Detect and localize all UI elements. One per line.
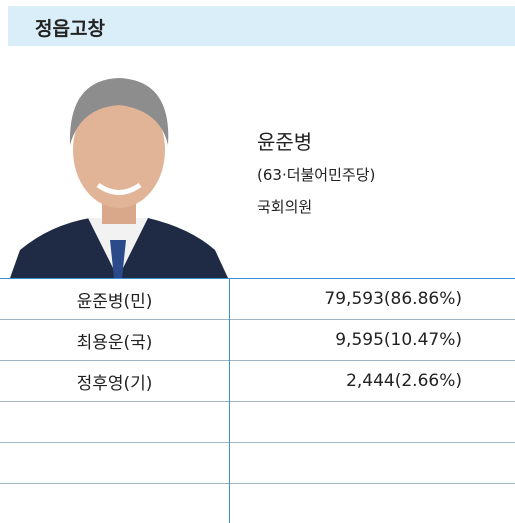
district-title: 정읍고창 [35,14,105,41]
candidate-cell: 최용운(국) [0,320,230,361]
header-bar: 정읍고창 [8,6,515,46]
candidate-cell: 윤준병(민) [0,279,230,320]
empty-cell [0,443,230,484]
candidate-name: 윤준병 [257,126,312,155]
empty-cell [230,484,515,523]
candidate-role: 국회의원 [257,196,312,217]
candidate-cell: 정후영(기) [0,361,230,402]
votes-cell: 79,593(86.86%) [230,279,515,320]
empty-cell [230,402,515,443]
empty-row [0,484,515,523]
empty-cell [0,402,230,443]
table-row: 윤준병(민)79,593(86.86%) [0,279,515,320]
result-card: 정읍고창 윤준병 (63·더불어민주당) 국회의원 윤준병(민)79,593(8… [0,0,515,523]
empty-row [0,443,515,484]
votes-cell: 9,595(10.47%) [230,320,515,361]
empty-cell [230,443,515,484]
empty-row [0,402,515,443]
results-table: 윤준병(민)79,593(86.86%) 최용운(국)9,595(10.47%)… [0,278,515,523]
empty-cell [0,484,230,523]
table-row: 정후영(기)2,444(2.66%) [0,361,515,402]
candidate-detail: (63·더불어민주당) [257,164,375,185]
table-row: 최용운(국)9,595(10.47%) [0,320,515,361]
candidate-photo [10,50,228,278]
votes-cell: 2,444(2.66%) [230,361,515,402]
